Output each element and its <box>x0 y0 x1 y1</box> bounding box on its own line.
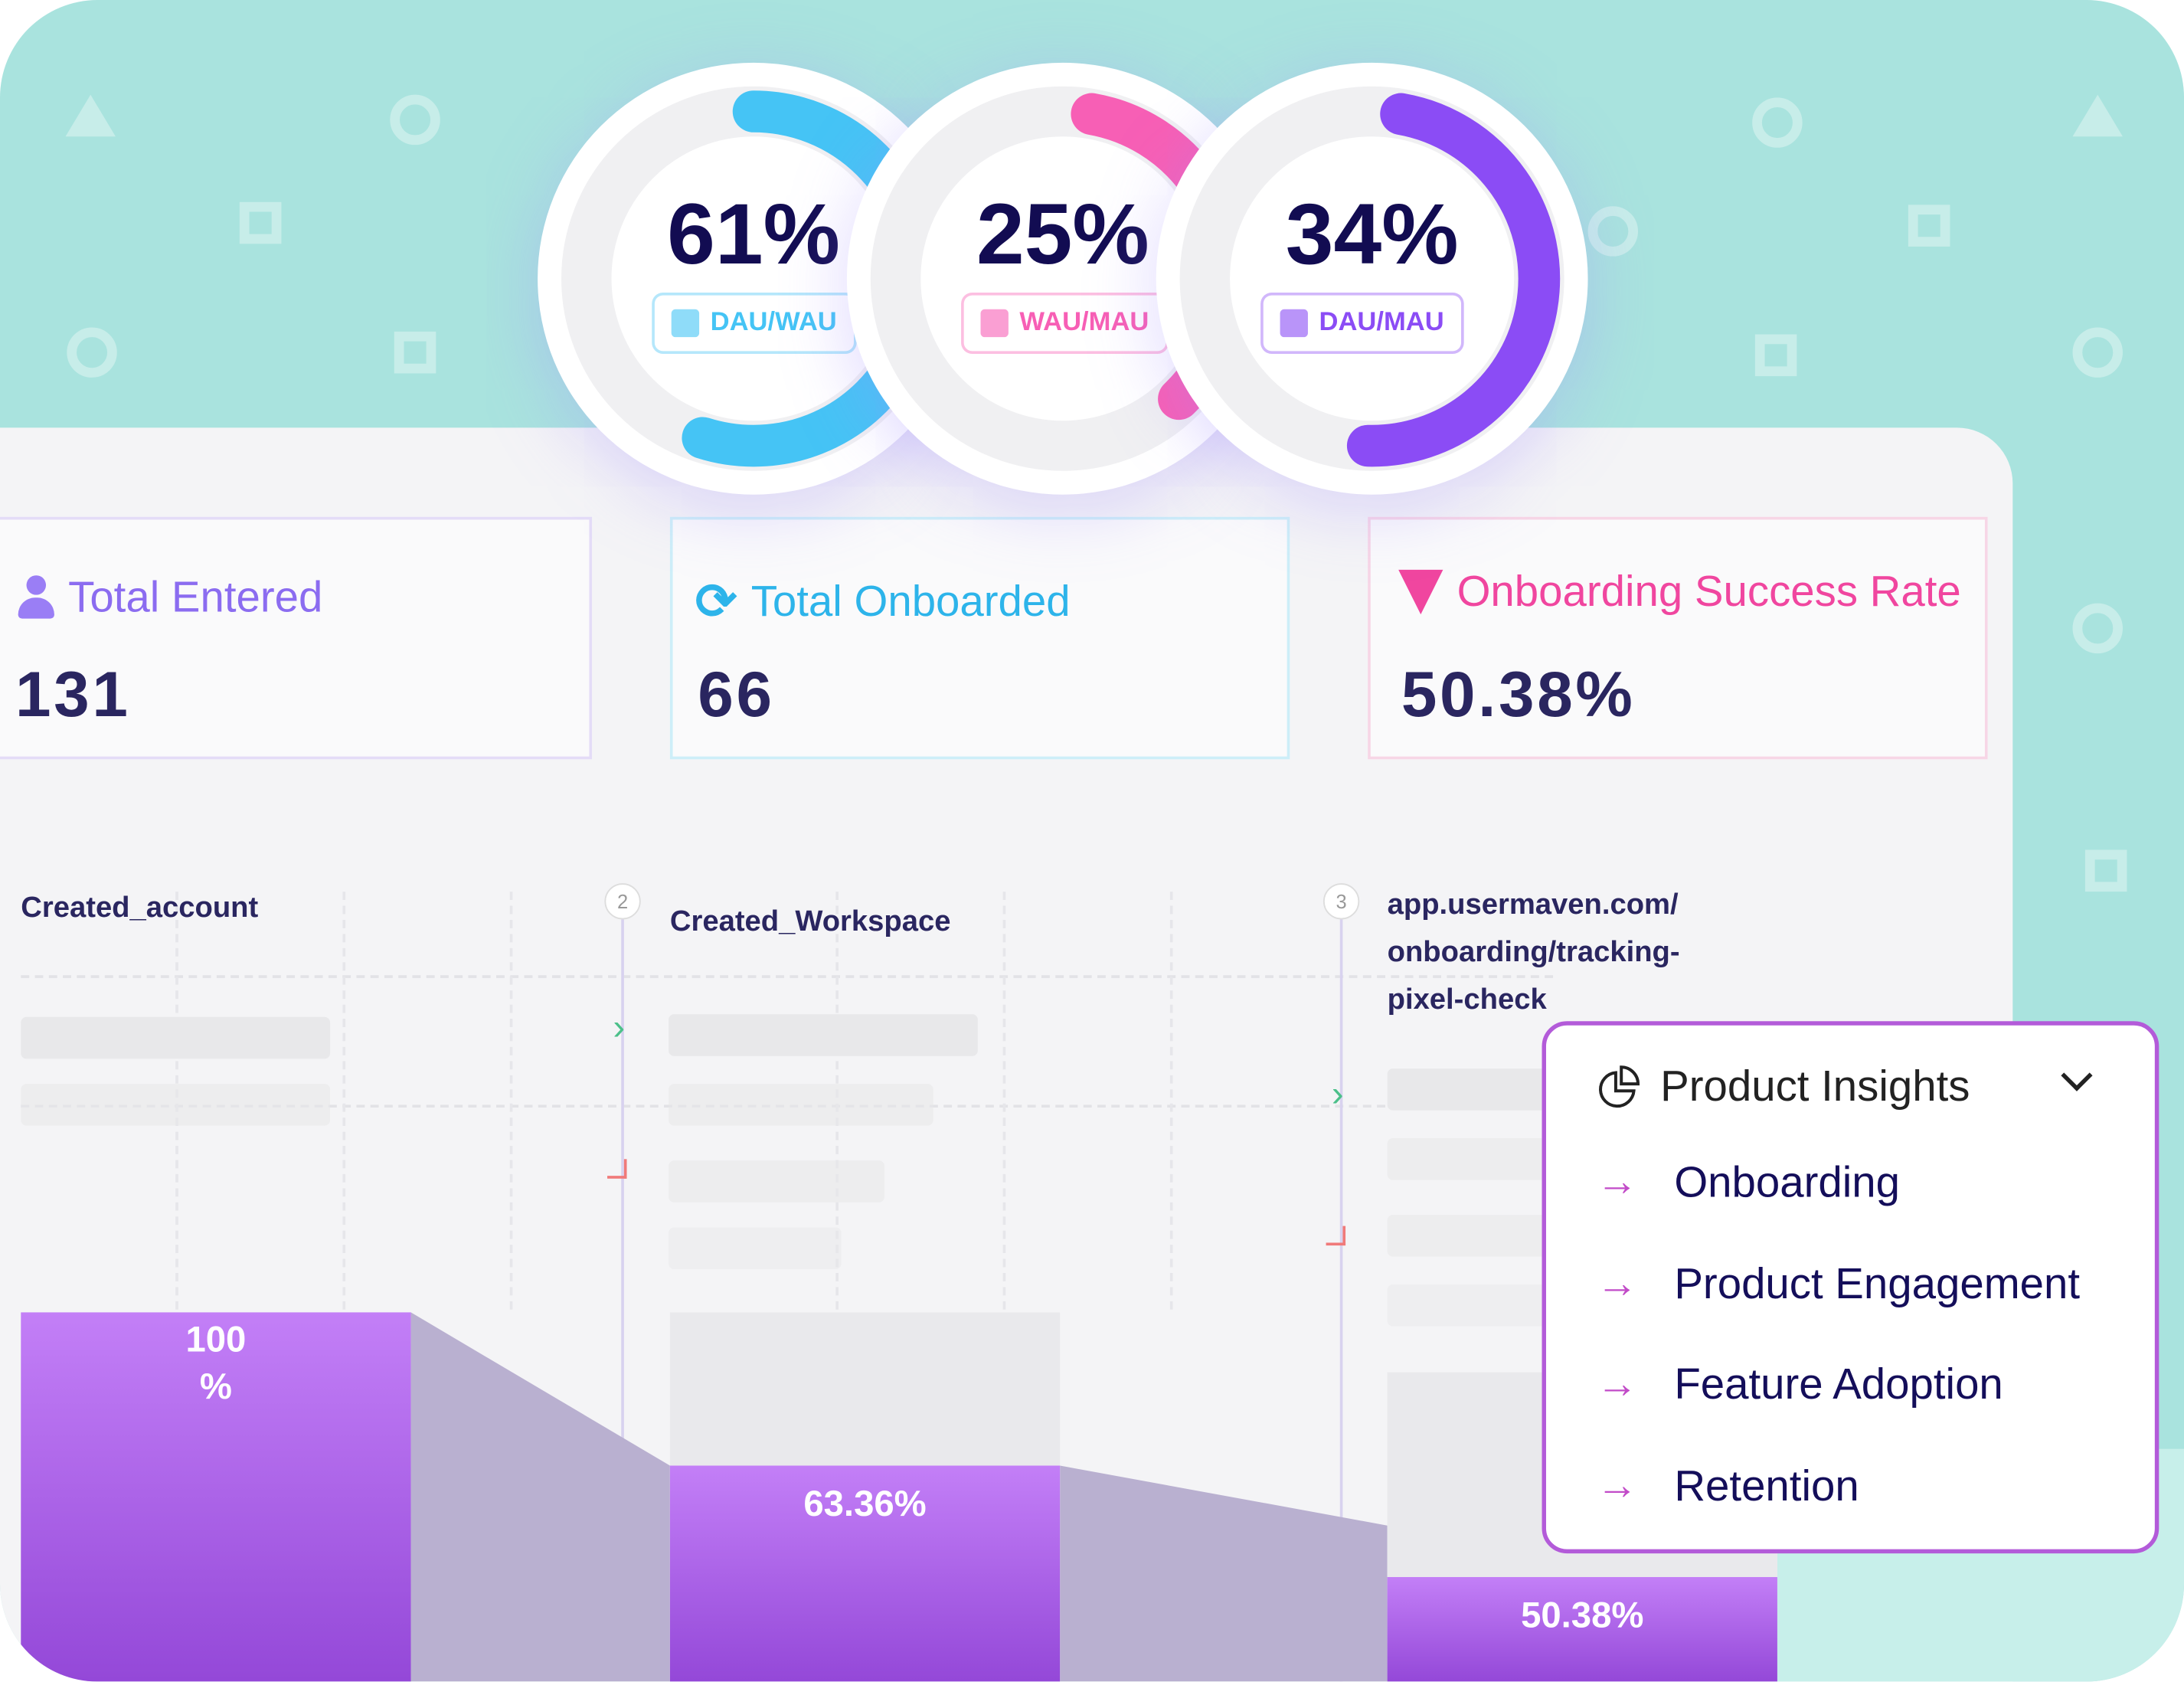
step-name: Created_account <box>21 892 259 924</box>
gauge-label: WAU/MAU <box>961 292 1169 355</box>
chevron-right-icon: › <box>613 1006 626 1048</box>
card-value: 131 <box>15 657 131 731</box>
dropdown-header[interactable]: Product Insights <box>1596 1062 1970 1111</box>
arrow-right-icon: → <box>1596 1159 1639 1206</box>
pie-chart-icon <box>1599 1065 1640 1108</box>
gauge-arc <box>1184 90 1561 467</box>
bar-chart-icon <box>1280 309 1308 338</box>
card-value: 50.38% <box>1401 657 1636 731</box>
funnel-bar: 63.36% <box>669 1465 1061 1682</box>
gauge-value: 25% <box>976 186 1149 283</box>
step-number: 2 <box>604 883 641 920</box>
square-decoration-icon <box>394 331 436 374</box>
gauge-label-text: WAU/MAU <box>1019 307 1149 338</box>
bar-chart-icon <box>671 309 700 338</box>
square-decoration-icon <box>239 201 282 244</box>
bar-chart-icon <box>980 309 1009 338</box>
square-decoration-icon <box>1754 334 1797 377</box>
funnel-connector <box>410 1312 670 1682</box>
card-title: Total Onboarded <box>750 577 1071 626</box>
funnel-icon <box>1398 569 1443 615</box>
triangle-decoration-icon <box>65 94 116 137</box>
card-title: Onboarding Success Rate <box>1457 567 1961 616</box>
product-insights-dropdown[interactable]: Product Insights → Onboarding → Product Eng… <box>1542 1021 2159 1554</box>
card-value: 66 <box>698 657 775 731</box>
arrow-right-icon: → <box>1596 1261 1639 1307</box>
arrow-right-icon: → <box>1596 1361 1639 1408</box>
menu-item-label: Retention <box>1674 1461 1859 1510</box>
square-decoration-icon <box>2084 849 2127 892</box>
refresh-icon: ⟳ <box>695 572 737 630</box>
chevron-right-icon: › <box>1331 1072 1344 1115</box>
step-divider <box>621 919 624 1463</box>
menu-item-label: Onboarding <box>1674 1157 1901 1207</box>
card-total-onboarded: ⟳ Total Onboarded 66 <box>669 516 1290 760</box>
menu-item-label: Product Engagement <box>1674 1259 2081 1308</box>
step-name: app.usermaven.com/ onboarding/tracking- … <box>1387 888 1680 1016</box>
menu-item-label: Feature Adoption <box>1674 1360 2003 1409</box>
card-success-rate: Onboarding Success Rate 50.38% <box>1368 516 1988 760</box>
chevron-down-icon[interactable] <box>2061 1059 2093 1091</box>
card-total-entered: Total Entered 131 <box>0 516 593 760</box>
gauge-value: 34% <box>1285 186 1459 283</box>
funnel-bar: 100 % <box>21 1312 411 1682</box>
menu-item-product-engagement[interactable]: → Product Engagement <box>1596 1259 2080 1309</box>
menu-item-retention[interactable]: → Retention <box>1596 1461 1859 1511</box>
funnel-connector <box>1060 1465 1388 1682</box>
dropdown-title: Product Insights <box>1660 1062 1970 1111</box>
step-number: 3 <box>1322 883 1360 920</box>
gauge-label: DAU/WAU <box>652 292 857 355</box>
menu-item-feature-adoption[interactable]: → Feature Adoption <box>1596 1360 2003 1409</box>
gauge-value: 61% <box>667 186 840 283</box>
gauge-label-text: DAU/WAU <box>710 307 837 338</box>
gauge-dau-mau: 34% DAU/MAU <box>1156 62 1588 495</box>
triangle-decoration-icon <box>2072 94 2124 137</box>
card-title: Total Entered <box>68 572 323 622</box>
corner-marker-icon <box>607 1159 627 1179</box>
step-divider <box>1339 919 1343 1682</box>
menu-item-onboarding[interactable]: → Onboarding <box>1596 1158 1900 1208</box>
user-icon <box>18 575 54 620</box>
square-decoration-icon <box>1908 205 1950 247</box>
step-name: Created_Workspace <box>669 905 951 938</box>
corner-marker-icon <box>1326 1226 1346 1246</box>
gauge-label: DAU/MAU <box>1260 292 1464 355</box>
funnel-bar: 50.38% <box>1387 1576 1777 1682</box>
gauge-label-text: DAU/MAU <box>1319 307 1444 338</box>
arrow-right-icon: → <box>1596 1462 1639 1509</box>
